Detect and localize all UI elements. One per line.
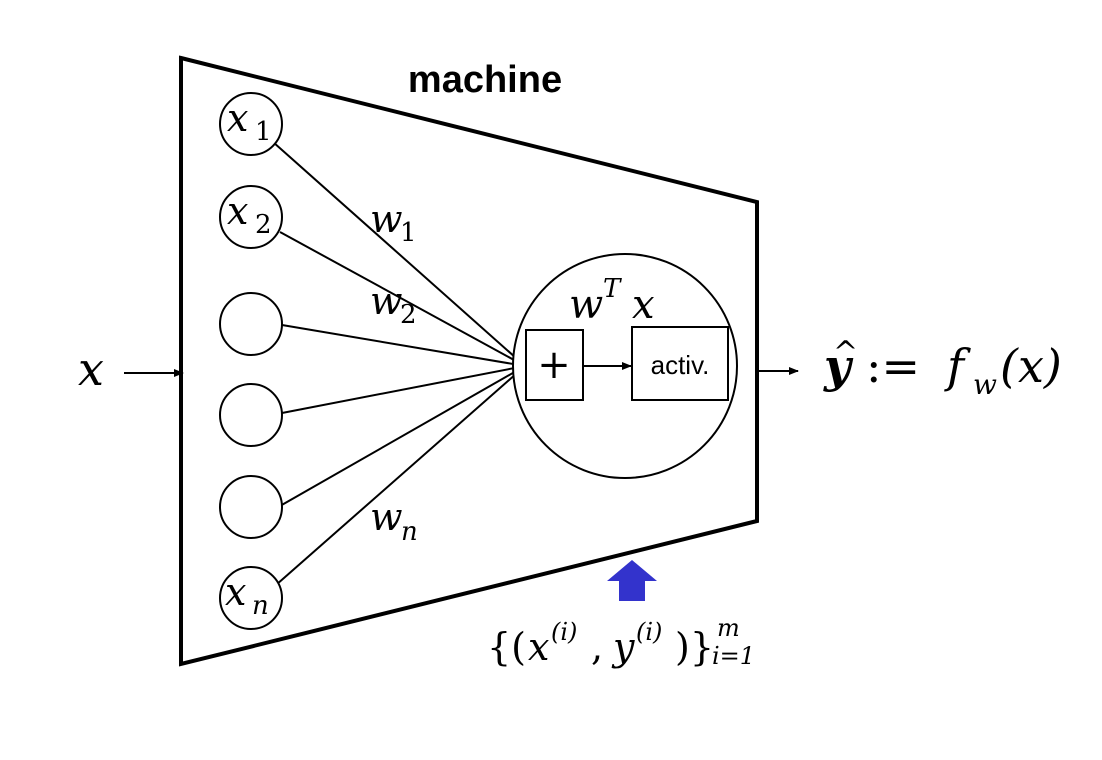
output-arg: (x) (1000, 339, 1062, 393)
connection-line (272, 141, 526, 367)
weight-n-sub: n (401, 517, 418, 547)
training-comma: , (591, 625, 603, 669)
input-node-1-label: x (227, 96, 248, 140)
training-sub: i=1 (712, 642, 755, 670)
output-f-sub: w (973, 368, 997, 401)
connection-lines (272, 141, 526, 586)
output-f: f (944, 339, 971, 393)
weight-label-2: w 2 (370, 279, 417, 330)
connection-line (279, 231, 526, 367)
connection-line (281, 324, 526, 367)
input-label: x (78, 342, 104, 396)
sum-box: + (525, 329, 584, 401)
neuron-label: w T x (569, 274, 655, 328)
input-node-3 (219, 292, 283, 356)
training-sup: m (717, 614, 740, 642)
neuron-label-base: w (569, 282, 603, 328)
activation-label: activ. (651, 350, 710, 380)
connection-line (279, 365, 526, 507)
training-open: {( (487, 625, 526, 669)
output-assign: := (866, 339, 920, 393)
input-node-1: x 1 (219, 92, 283, 156)
input-node-4 (219, 383, 283, 447)
output-hat: ^ (833, 335, 858, 370)
activation-box: activ. (631, 326, 729, 401)
neuron-label-sup: T (603, 274, 622, 304)
connection-line (275, 365, 526, 586)
training-data-arrow (607, 560, 657, 601)
weight-labels: w 1 w 2 w n (370, 197, 418, 547)
training-close: )} (675, 625, 714, 669)
training-x: x (528, 625, 549, 669)
output-formula: y ^ := f w (x) (823, 335, 1062, 401)
input-node-n: x n (219, 566, 283, 630)
training-x-sup: (i) (551, 618, 577, 646)
weight-label-n: w n (370, 495, 418, 547)
neuron-label-tail: x (632, 282, 655, 328)
neuron: w T x + activ. (512, 253, 738, 479)
weight-n-base: w (370, 495, 403, 539)
input-node-n-label: x (225, 570, 246, 614)
training-y: y (611, 625, 635, 669)
output-yhat: y (823, 339, 854, 393)
weight-2-sub: 2 (400, 300, 417, 330)
connection-line (281, 365, 526, 414)
training-data-formula: {( x (i) , y (i) )} m i=1 (487, 614, 755, 670)
training-y-sup: (i) (636, 618, 662, 646)
machine-title: machine (408, 59, 562, 101)
input-node-n-sub: n (252, 591, 269, 621)
weight-2-base: w (370, 279, 403, 323)
input-nodes: x 1 x 2 x n (219, 92, 283, 630)
machine-body (179, 55, 759, 667)
input-node-1-sub: 1 (255, 117, 272, 147)
weight-1-sub: 1 (400, 218, 417, 248)
sum-symbol: + (537, 342, 571, 388)
weight-label-1: w 1 (370, 197, 417, 248)
input-node-2: x 2 (219, 185, 283, 249)
input-node-2-sub: 2 (255, 210, 272, 240)
weight-1-base: w (370, 197, 403, 241)
input-node-5 (219, 475, 283, 539)
input-node-2-label: x (227, 189, 248, 233)
